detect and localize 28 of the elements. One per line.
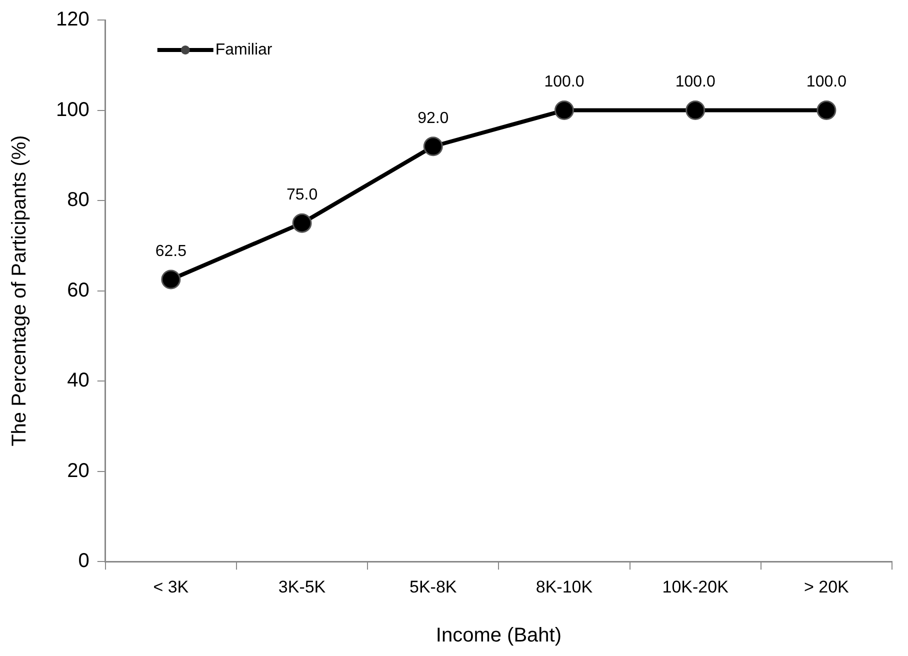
data-label: 62.5 [155,242,187,260]
point [686,100,706,120]
x-tick-label: 3K-5K [278,577,326,596]
y-tick-label: 100 [56,98,90,121]
y-tick-label: 0 [78,550,90,572]
point [161,270,181,290]
x-axis-title: Income (Baht) [436,624,562,647]
point [292,213,312,233]
x-tick-label: 8K-10K [536,577,594,596]
x-tick-label: 5K-8K [410,577,458,596]
y-tick-label: 40 [67,370,90,392]
y-axis-title: The Percentage of Participants (%) [8,135,31,446]
point [423,136,443,156]
point [554,100,574,120]
data-label: 100.0 [675,74,716,91]
data-label: 100.0 [806,74,847,91]
x-tick-label: < 3K [153,577,190,596]
x-tick-label: 10K-20K [662,577,730,596]
x-tick-label: > 20K [804,577,850,596]
data-label: 92.0 [418,110,449,127]
legend-label: Familiar [215,41,273,58]
point [816,100,836,120]
y-tick-label: 20 [67,460,90,482]
data-label: 75.0 [286,186,318,204]
data-label: 100.0 [544,74,584,91]
y-tick-label: 120 [56,8,90,31]
y-tick-label: 80 [67,189,90,212]
y-tick-label: 60 [67,279,90,302]
